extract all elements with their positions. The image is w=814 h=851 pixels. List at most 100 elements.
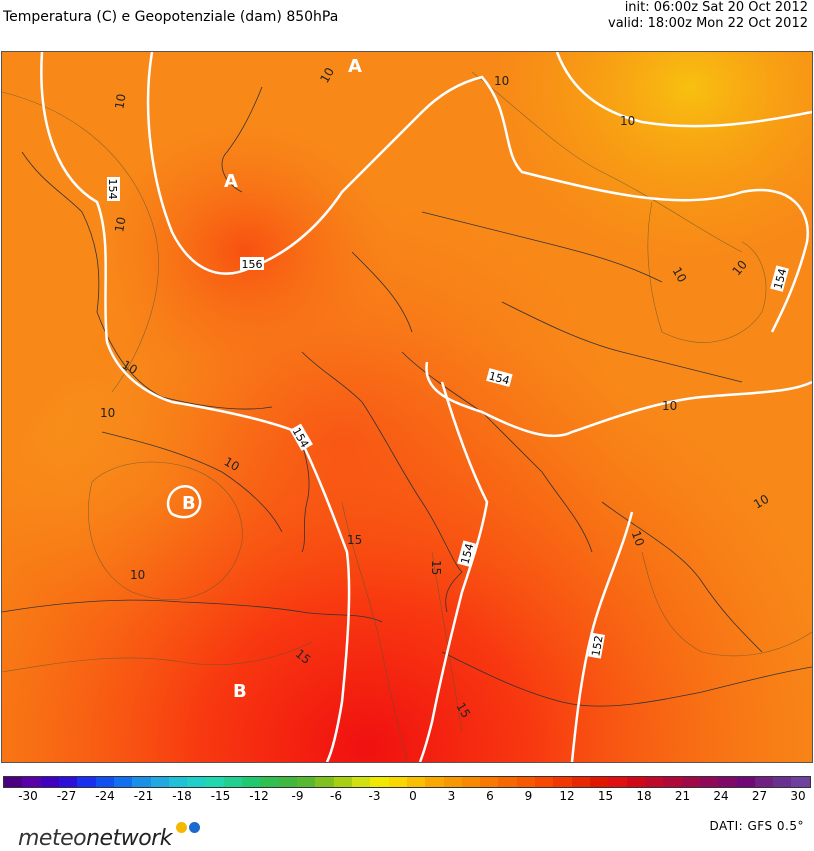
colorbar-swatch — [480, 777, 499, 787]
colorbar-swatch — [571, 777, 590, 787]
colorbar-swatch — [205, 777, 224, 787]
logo-text-a: meteo — [18, 826, 87, 851]
meteonetwork-logo: meteonetwork — [18, 826, 172, 851]
geopotential-isolines — [40, 52, 812, 762]
geopotential-label: 154 — [772, 267, 790, 291]
colorbar-tick: -15 — [210, 789, 231, 803]
colorbar-swatch — [333, 777, 352, 787]
colorbar-tick: 3 — [447, 789, 456, 803]
colorbar-tick: -21 — [133, 789, 154, 803]
colorbar-swatch — [223, 777, 243, 787]
colorbar-swatch — [791, 777, 810, 787]
colorbar-swatch — [535, 777, 554, 787]
colorbar-swatch — [113, 777, 133, 787]
temperature-label: 15 — [347, 533, 362, 547]
colorbar-swatch — [297, 777, 316, 787]
colorbar-swatch — [168, 777, 188, 787]
geopotential-label: 156 — [242, 258, 263, 271]
colorbar-swatch — [736, 777, 755, 787]
geopotential-label: 154 — [459, 542, 477, 566]
colorbar-tick: 6 — [486, 789, 494, 803]
colorbar-swatch — [754, 777, 774, 787]
temperature-label: 10 — [112, 93, 128, 110]
colorbar-swatch — [150, 777, 169, 787]
colorbar-swatch — [77, 777, 96, 787]
forecast-map: 154 156 154 154 154 152 154 10 10 10 10 … — [1, 51, 813, 763]
low-pressure-label: B — [182, 493, 196, 514]
colorbar-tick: 24 — [713, 789, 729, 803]
colorbar-swatch — [461, 777, 481, 787]
chart-title: Temperatura (C) e Geopotenziale (dam) 85… — [3, 9, 339, 25]
colorbar-tick: 15 — [597, 789, 614, 803]
coastlines — [2, 86, 812, 707]
temperature-label: 10 — [751, 492, 771, 512]
temperature-label: 15 — [453, 700, 473, 720]
colorbar-swatch — [351, 777, 371, 787]
colorbar-swatch — [425, 777, 444, 787]
colorbar-swatch — [626, 777, 645, 787]
colorbar-swatch — [95, 777, 114, 787]
colorbar-tick: 30 — [790, 789, 806, 803]
logo-text-b: network — [86, 826, 172, 851]
colorbar-swatch — [590, 777, 609, 787]
temperature-label: 10 — [100, 406, 115, 420]
colorbar-tick: -12 — [249, 789, 269, 803]
temperature-label: 15 — [429, 560, 443, 575]
temperature-label: 10 — [620, 114, 635, 128]
colorbar-tick: 18 — [636, 789, 652, 803]
colorbar-swatch — [644, 777, 664, 787]
colorbar-tick: -24 — [95, 789, 115, 803]
high-pressure-label: A — [224, 171, 238, 192]
logo-dot-yellow — [176, 822, 187, 833]
init-time: init: 06:00z Sat 20 Oct 2012 — [624, 0, 808, 15]
colorbar-swatch — [315, 777, 334, 787]
colorbar-tick: -6 — [330, 789, 342, 803]
geopotential-label: 154 — [487, 370, 511, 388]
temperature-label: 10 — [112, 216, 128, 233]
colorbar-swatch — [443, 777, 462, 787]
colorbar-swatch — [278, 777, 297, 787]
temperature-label: 10 — [222, 454, 242, 474]
temperature-label: 10 — [670, 265, 690, 285]
run-info: init: 06:00z Sat 20 Oct 2012 valid: 18:0… — [608, 0, 808, 32]
colorbar — [3, 776, 811, 788]
colorbar-tick: -30 — [18, 789, 38, 803]
colorbar-swatch — [516, 777, 536, 787]
colorbar-tick: -9 — [291, 789, 304, 803]
colorbar-swatch — [22, 777, 41, 787]
valid-time: valid: 18:00z Mon 22 Oct 2012 — [608, 16, 808, 31]
temperature-label: 10 — [494, 74, 509, 88]
colorbar-swatch — [242, 777, 261, 787]
temperature-label: 10 — [662, 399, 677, 413]
colorbar-swatch — [132, 777, 151, 787]
colorbar-swatch — [260, 777, 279, 787]
colorbar-swatch — [370, 777, 389, 787]
temperature-isolines — [2, 71, 812, 762]
colorbar-tick: -18 — [172, 789, 192, 803]
temperature-label: 10 — [120, 358, 140, 378]
pressure-centres: A A B B — [182, 56, 362, 702]
colorbar-swatch — [40, 777, 59, 787]
colorbar-swatch — [553, 777, 572, 787]
high-pressure-label: A — [348, 56, 362, 77]
colorbar-tick: 27 — [751, 789, 768, 803]
colorbar-swatch — [773, 777, 792, 787]
colorbar-tick: -3 — [368, 789, 381, 803]
geopotential-label: 152 — [589, 634, 605, 657]
colorbar-swatch — [498, 777, 517, 787]
geopotential-label: 154 — [106, 179, 119, 200]
low-pressure-label: B — [233, 681, 247, 702]
hot-region-africa — [2, 52, 812, 762]
colorbar-tick: 21 — [674, 789, 691, 803]
temperature-label: 10 — [629, 529, 647, 548]
colorbar-swatch — [388, 777, 407, 787]
map-canvas: 154 156 154 154 154 152 154 10 10 10 10 … — [2, 52, 812, 762]
temperature-label: 10 — [130, 568, 145, 582]
colorbar-swatch — [4, 777, 23, 787]
colorbar-swatch — [681, 777, 700, 787]
data-source: DATI: GFS 0.5° — [709, 819, 804, 833]
colorbar-ticks: -30 -27 -24 -21 -18 -15 -12 -9 -6 -3 0 3 6 9 12 15 18 21 2… — [0, 789, 814, 805]
colorbar-swatch — [406, 777, 426, 787]
colorbar-swatch — [58, 777, 78, 787]
temperature-label-group: 10 10 10 10 10 10 10 10 10 10 10 10 15 1… — [100, 65, 771, 720]
